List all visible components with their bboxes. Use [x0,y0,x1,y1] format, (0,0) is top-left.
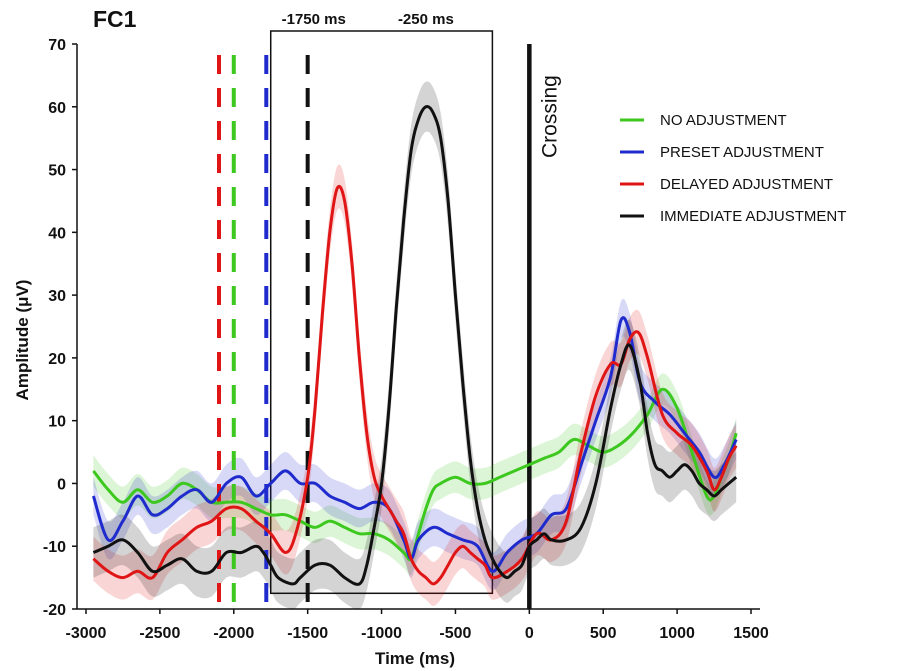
window-start-label: -1750 ms [282,11,346,28]
axis-ticks: -3000 -2500 -2000 -1500 -1000 -500 0 500 1000 150… [43,37,769,642]
x-axis-title: Time (ms) [375,649,455,668]
series-line [92,105,738,586]
x-tick-label: -500 [439,625,471,642]
x-tick-label: 1500 [733,625,769,642]
legend-label: IMMEDIATE ADJUSTMENT [660,208,846,225]
y-tick-label: 0 [57,476,66,493]
analysis-window-box [269,30,494,595]
y-tick-label: 20 [48,351,66,368]
series-line [91,316,738,573]
legend: NO ADJUSTMENT PRESET ADJUSTMENT DELAYED AD… [620,112,846,225]
legend-label: NO ADJUSTMENT [660,112,787,129]
x-tick-label: -2500 [139,625,180,642]
legend-label: PRESET ADJUSTMENT [660,144,824,161]
y-tick-label: 30 [48,288,66,305]
y-tick-label: 60 [48,100,66,117]
confidence-bands [93,81,737,610]
legend-label: DELAYED ADJUSTMENT [660,176,833,193]
y-tick-label: 70 [48,37,66,54]
y-axis-title: Amplitude (μV) [13,280,32,401]
x-tick-label: -1000 [361,625,402,642]
x-tick-label: 500 [590,625,617,642]
y-tick-label: 10 [48,414,66,431]
x-tick-label: 0 [525,625,534,642]
x-tick-label: -2000 [213,625,254,642]
y-tick-label: 50 [48,163,66,180]
series-line [92,184,738,586]
confidence-band [93,164,737,606]
x-tick-label: -1500 [287,625,328,642]
series-lines [91,105,738,586]
window-end-label: -250 ms [398,11,454,28]
x-tick-label: 1000 [659,625,695,642]
confidence-band [93,298,737,591]
chart-title: FC1 [93,6,137,32]
confidence-band [93,373,737,576]
confidence-band [93,81,737,610]
crossing-label: Crossing [538,75,561,158]
x-tick-label: -3000 [66,625,107,642]
event-markers [217,44,532,609]
y-tick-label: 40 [48,225,66,242]
y-tick-label: -10 [43,539,66,556]
y-tick-label: -20 [43,602,66,619]
